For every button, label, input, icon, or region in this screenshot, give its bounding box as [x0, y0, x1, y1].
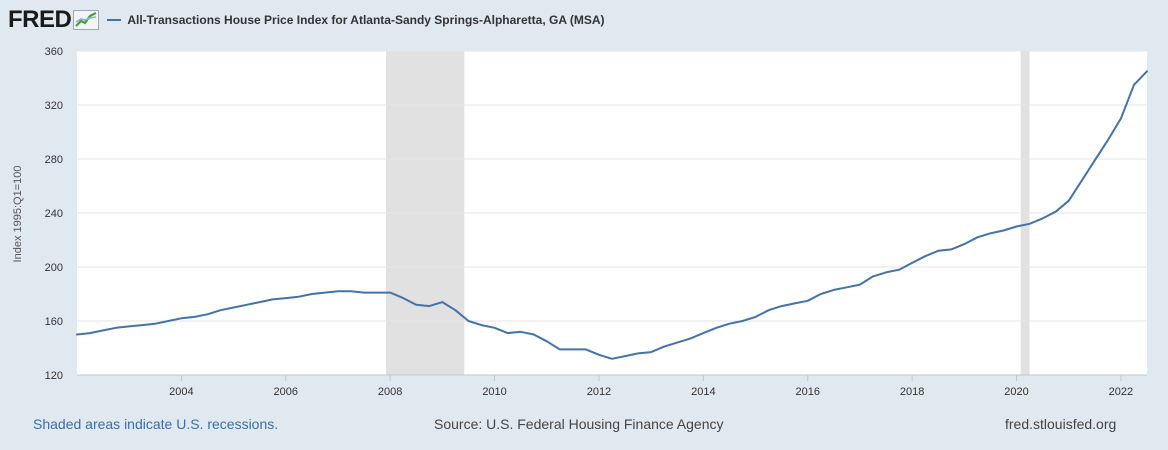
y-tick-label-240: 240: [45, 208, 63, 220]
legend-series-label: All-Transactions House Price Index for A…: [127, 13, 605, 27]
x-tick-label-2008: 2008: [378, 386, 402, 398]
x-tick-label-2012: 2012: [587, 386, 611, 398]
y-tick-label-320: 320: [45, 100, 63, 112]
chart-header: FRED All-Transactions House Price Index …: [8, 6, 605, 34]
x-tick-label-2010: 2010: [482, 386, 506, 398]
recession-note: Shaded areas indicate U.S. recessions.: [33, 416, 279, 432]
y-tick-label-200: 200: [45, 262, 63, 274]
y-axis-label: Index 1995:Q1=100: [12, 166, 24, 263]
fred-logo[interactable]: FRED: [8, 6, 100, 33]
y-tick-label-160: 160: [45, 316, 63, 328]
fred-logo-text: FRED: [8, 6, 72, 33]
x-tick-label-2004: 2004: [169, 386, 193, 398]
x-tick-label-2006: 2006: [274, 386, 298, 398]
x-tick-label-2014: 2014: [691, 386, 715, 398]
x-tick-label-2022: 2022: [1109, 386, 1133, 398]
x-tick-label-2020: 2020: [1004, 386, 1028, 398]
x-tick-label-2018: 2018: [900, 386, 924, 398]
y-tick-label-360: 360: [45, 46, 63, 58]
line-chart: 120 160 200 240 280 320 360 2004 2006 2008 2010 201…: [12, 46, 1148, 398]
source-note: Source: U.S. Federal Housing Finance Age…: [434, 416, 724, 432]
series-line-1: [76, 70, 1148, 360]
chart-trend-icon: [73, 10, 100, 30]
x-tick-label-2016: 2016: [795, 386, 819, 398]
chart-legend[interactable]: All-Transactions House Price Index for A…: [107, 13, 605, 27]
y-tick-label-280: 280: [45, 154, 63, 166]
site-link[interactable]: fred.stlouisfed.org: [1005, 416, 1117, 432]
legend-line-swatch: [107, 19, 122, 21]
y-tick-label-120: 120: [45, 370, 63, 382]
